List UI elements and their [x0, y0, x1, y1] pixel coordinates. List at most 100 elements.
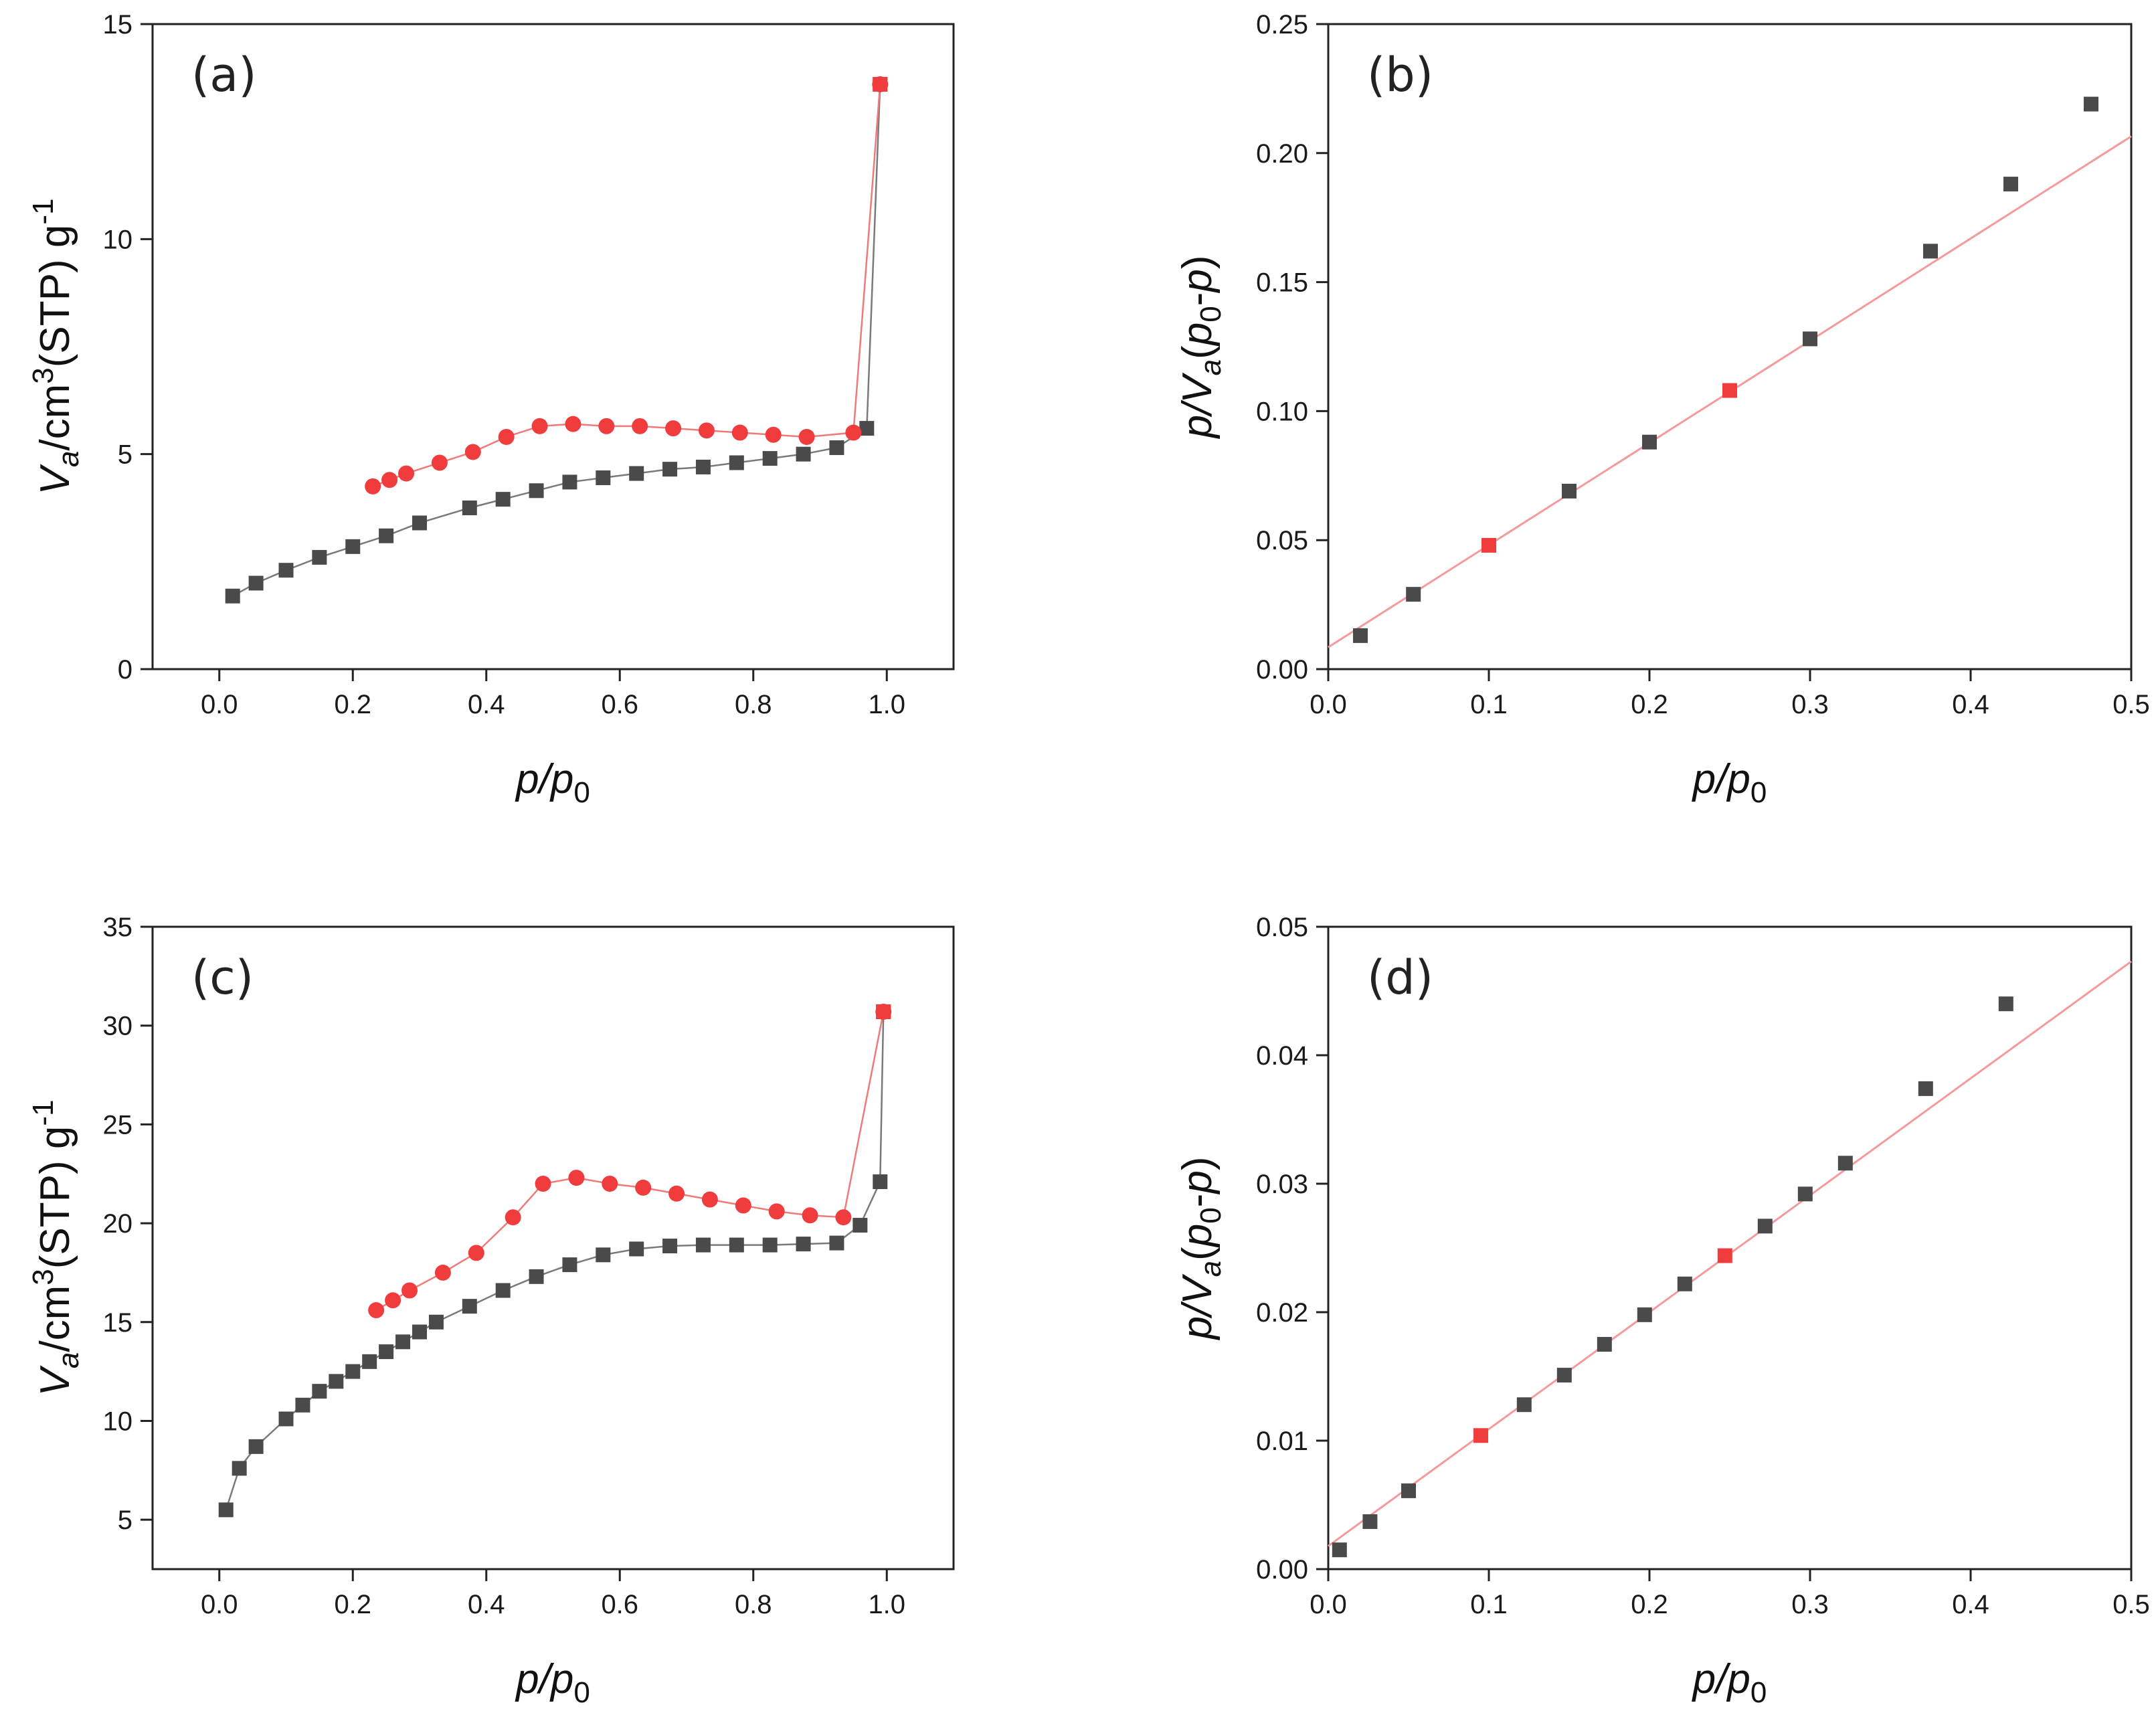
y-tick-label: 15 [103, 1308, 133, 1338]
adsorption-point [248, 575, 264, 591]
y-tick-label: 15 [103, 10, 133, 39]
desorption-point [802, 1207, 818, 1224]
fit-range-point [1717, 1248, 1732, 1263]
x-axis-title: p/p0 [515, 1656, 590, 1709]
data-point [1556, 1368, 1572, 1383]
data-point [1353, 628, 1368, 643]
desorption-point [731, 424, 748, 441]
adsorption-point [278, 563, 294, 578]
x-tick-label: 0.4 [1952, 690, 1989, 719]
panel-label: (b) [1367, 48, 1433, 102]
desorption-point [635, 1179, 652, 1196]
adsorption-point [362, 1354, 377, 1369]
data-point [2003, 177, 2018, 192]
x-tick-label: 0.3 [1791, 690, 1829, 719]
adsorption-point [695, 1237, 711, 1253]
adsorption-point [232, 1461, 247, 1476]
desorption-point [602, 1176, 618, 1192]
data-point [1923, 244, 1938, 259]
x-tick-label: 0.0 [201, 690, 238, 719]
desorption-point [398, 465, 415, 482]
y-tick-label: 0.25 [1256, 10, 1308, 39]
adsorption-point [278, 1411, 294, 1427]
y-tick-label: 0.00 [1256, 1555, 1308, 1585]
data-point [1918, 1081, 1933, 1096]
x-tick-label: 0.2 [334, 690, 371, 719]
x-axis-title: p/p0 [515, 756, 590, 809]
desorption-point [385, 1292, 401, 1309]
y-axis-title: Va/cm3(STP) g-1 [27, 1100, 85, 1397]
y-axis-title: Va/cm3(STP) g-1 [27, 199, 85, 495]
data-point [1597, 1337, 1612, 1352]
closure-point [876, 1004, 891, 1020]
adsorption-point [345, 1364, 361, 1379]
adsorption-point [462, 501, 477, 515]
adsorption-point [529, 483, 544, 499]
y-tick-label: 0.10 [1256, 397, 1308, 426]
adsorption-point [695, 459, 711, 474]
x-tick-label: 0.4 [468, 1590, 505, 1619]
adsorption-point [395, 1334, 411, 1350]
adsorption-point [495, 1283, 511, 1298]
x-tick-label: 0.3 [1791, 1590, 1829, 1619]
desorption-point [368, 1302, 385, 1319]
data-point [1677, 1276, 1692, 1291]
x-tick-label: 0.6 [601, 1590, 638, 1619]
adsorption-point [379, 528, 394, 543]
data-point [1837, 1156, 1853, 1171]
adsorption-point [462, 1299, 477, 1314]
adsorption-line [225, 1011, 885, 1510]
x-tick-label: 0.5 [2113, 1590, 2150, 1619]
data-point [1562, 483, 1577, 499]
desorption-point [401, 1282, 418, 1299]
desorption-point [765, 426, 782, 443]
x-tick-label: 0.4 [1952, 1590, 1989, 1619]
y-tick-label: 5 [118, 440, 132, 470]
desorption-point [535, 1176, 551, 1192]
x-tick-label: 0.8 [735, 1590, 772, 1619]
adsorption-point [859, 421, 875, 436]
y-tick-label: 20 [103, 1209, 133, 1239]
data-point [1401, 1483, 1416, 1498]
desorption-point [668, 1185, 685, 1202]
panel-a: 0.0 0.2 0.4 0.6 0.8 1.0 0 5 10 15 (a) p/p0 Va/cm3(ST… [27, 10, 955, 809]
data-point [1998, 996, 2013, 1012]
plot-frame [151, 925, 955, 1570]
adsorption-point [295, 1397, 310, 1413]
adsorption-point [218, 1502, 234, 1518]
x-axis-title: p/p0 [1692, 1656, 1767, 1709]
x-tick-label: 1.0 [868, 690, 905, 719]
adsorption-point [312, 549, 327, 565]
plot-frame [1327, 23, 2133, 670]
adsorption-point [225, 588, 240, 604]
y-tick-label: 0.01 [1256, 1427, 1308, 1456]
x-tick-label: 1.0 [868, 1590, 905, 1619]
data-point [2084, 96, 2098, 112]
desorption-point [845, 424, 862, 441]
adsorption-point [345, 539, 361, 554]
adsorption-point [762, 1237, 778, 1253]
panel-label: (a) [191, 48, 257, 102]
data-point [1757, 1219, 1773, 1234]
fit-range-point [1473, 1428, 1488, 1443]
desorption-point [464, 444, 481, 460]
data-point [1637, 1307, 1652, 1322]
data-point [1803, 331, 1817, 347]
adsorption-point [329, 1374, 344, 1389]
desorption-point [381, 472, 398, 488]
y-tick-label: 0.00 [1256, 655, 1308, 685]
adsorption-point [412, 1324, 427, 1340]
y-tick-label: 0 [118, 655, 132, 685]
adsorption-point [662, 462, 678, 477]
adsorption-point [596, 1247, 611, 1263]
y-tick-label: 0.15 [1256, 268, 1308, 298]
x-tick-label: 0.1 [1470, 1590, 1508, 1619]
adsorption-point [729, 1237, 744, 1253]
x-tick-label: 0.5 [2113, 690, 2150, 719]
x-tick-label: 0.6 [601, 690, 638, 719]
desorption-point [434, 1264, 451, 1281]
y-tick-label: 10 [103, 1407, 133, 1436]
adsorption-point [562, 1257, 577, 1273]
adsorption-point [529, 1269, 544, 1284]
desorption-point [431, 454, 448, 471]
